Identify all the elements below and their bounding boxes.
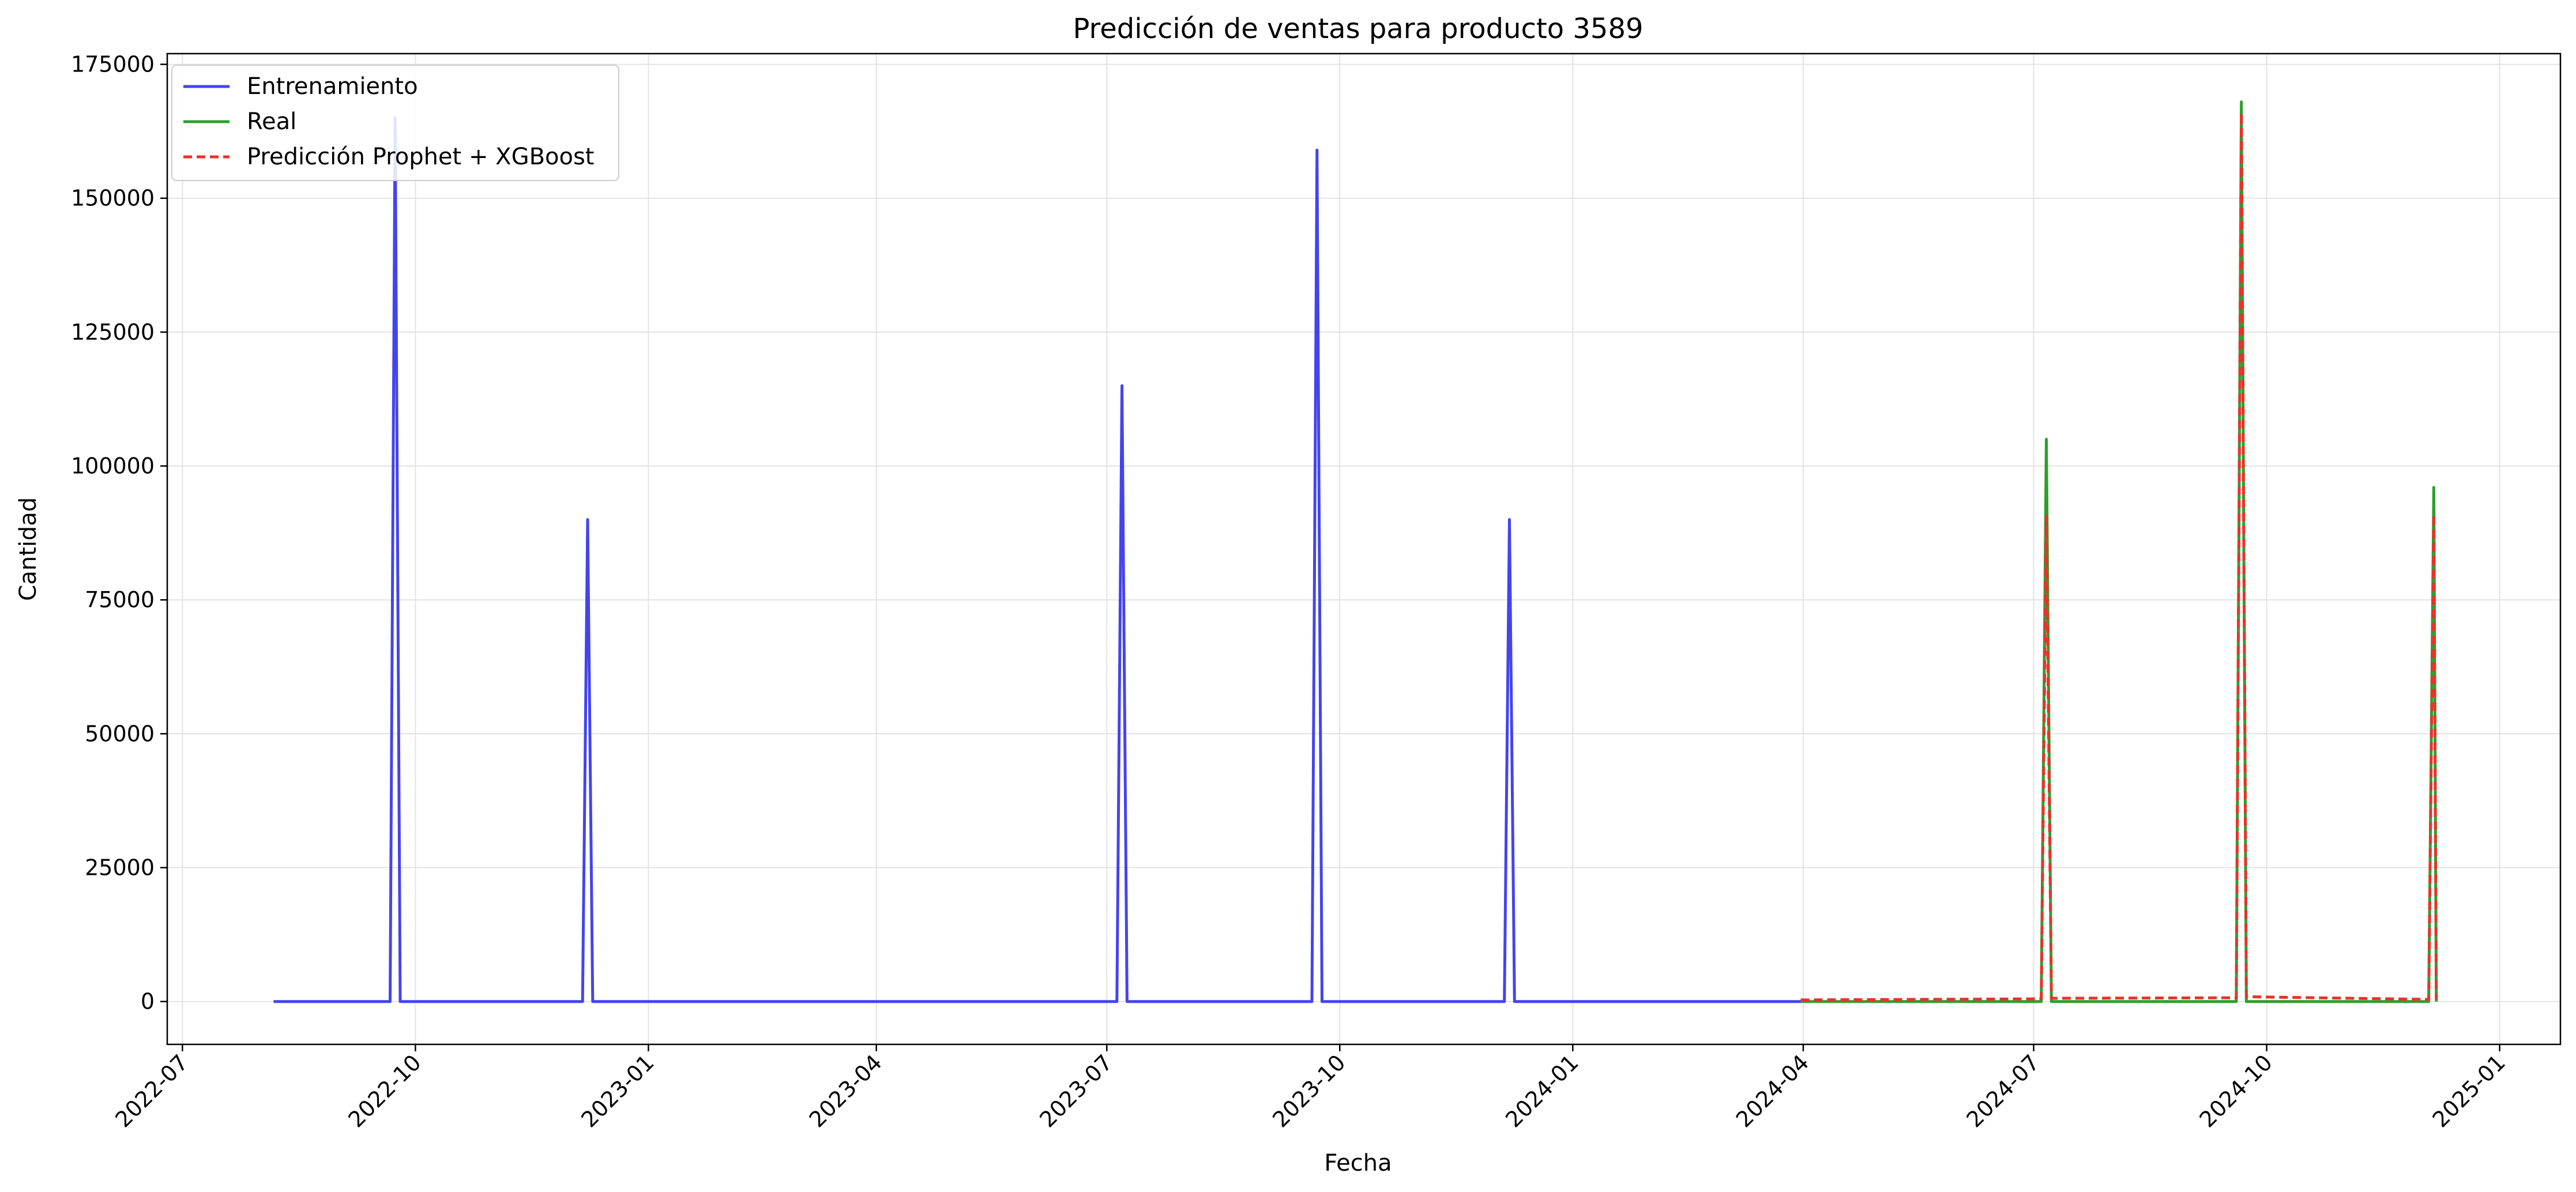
- y-tick-label: 100000: [71, 453, 155, 479]
- legend-label-prediccion: Predicción Prophet + XGBoost: [247, 144, 594, 170]
- grid-lines: [167, 54, 2560, 1044]
- y-tick-label: 150000: [71, 186, 155, 211]
- y-axis-label: Cantidad: [15, 497, 42, 601]
- series-layer: [273, 100, 2438, 1003]
- y-tick-label: 75000: [85, 587, 155, 612]
- y-tick-label: 125000: [71, 319, 155, 345]
- plot-frame: [166, 52, 2562, 1046]
- legend: Entrenamiento Real Predicción Prophet + …: [171, 65, 619, 181]
- y-tick-label: 25000: [85, 855, 155, 881]
- y-tick-label: 50000: [85, 721, 155, 746]
- legend-label-real: Real: [247, 108, 296, 135]
- y-tick-label: 0: [141, 989, 155, 1014]
- chart-title: Predicción de ventas para producto 3589: [1073, 13, 1643, 45]
- x-axis-label: Fecha: [1324, 1150, 1392, 1176]
- series-line-2: [1800, 111, 2438, 1002]
- y-tick-label: 175000: [71, 52, 155, 77]
- legend-box: [171, 65, 619, 181]
- legend-label-entrenamiento: Entrenamiento: [247, 73, 418, 100]
- series-line-0: [273, 116, 1801, 1003]
